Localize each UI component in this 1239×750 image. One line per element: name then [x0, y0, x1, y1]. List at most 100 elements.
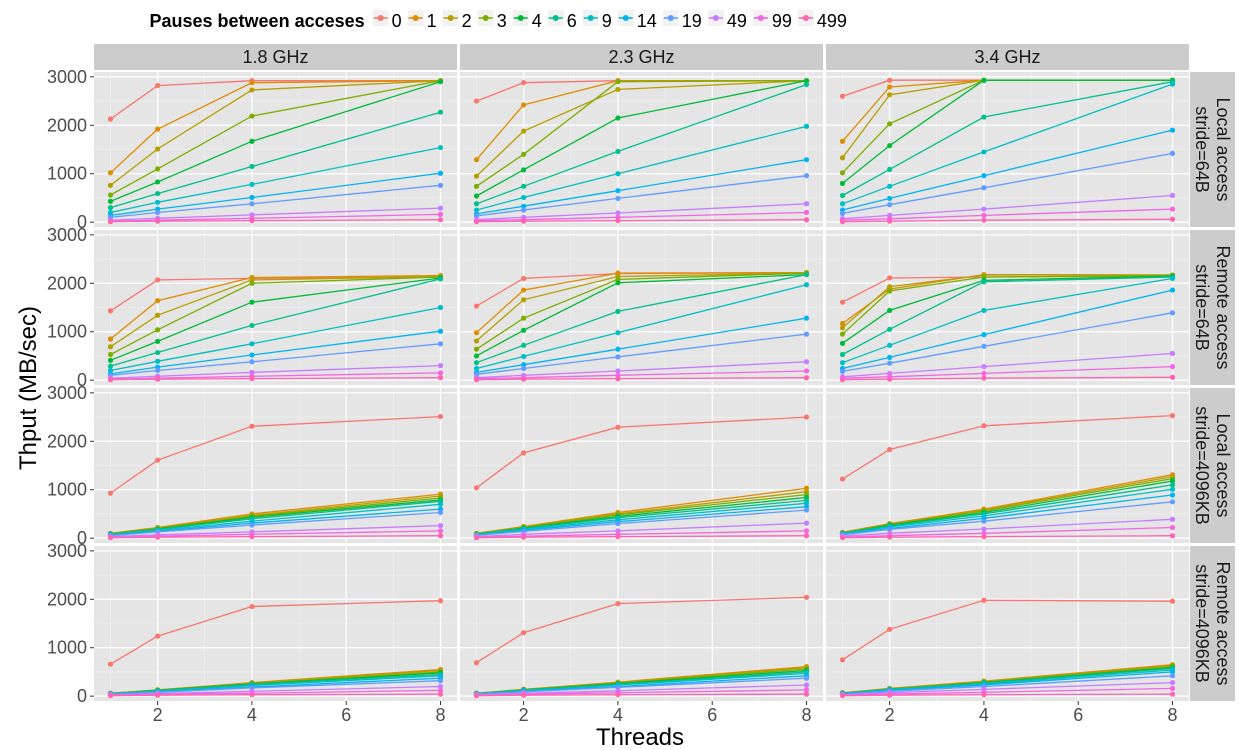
data-point	[981, 332, 987, 338]
data-point	[473, 693, 480, 699]
series-line	[110, 277, 441, 361]
data-point	[887, 326, 893, 332]
data-point	[249, 322, 255, 329]
data-point	[155, 298, 161, 304]
data-point	[155, 534, 161, 540]
data-point	[473, 193, 480, 199]
data-point	[887, 121, 893, 127]
row-strip-label: stride=4096KB	[1192, 406, 1212, 525]
x-tick-label: 8	[801, 705, 811, 725]
data-point	[107, 693, 114, 699]
data-point	[1169, 206, 1176, 212]
data-point	[107, 205, 114, 211]
data-point	[437, 678, 444, 684]
data-point	[473, 303, 480, 309]
data-point	[521, 287, 527, 293]
data-point	[437, 370, 444, 376]
data-point	[615, 330, 621, 336]
data-point	[473, 201, 480, 207]
data-point	[803, 528, 810, 534]
series-line	[110, 207, 441, 221]
legend-entry-14: 14	[617, 10, 657, 31]
series-line	[842, 129, 1173, 211]
series-line	[476, 83, 807, 205]
data-point	[473, 183, 480, 189]
data-point	[521, 315, 527, 321]
y-tick-label: 1000	[47, 322, 87, 342]
series-line	[110, 80, 441, 186]
x-tick-label: 4	[247, 705, 257, 725]
series-line	[476, 273, 807, 364]
data-point	[981, 423, 987, 429]
series-line	[842, 526, 1173, 538]
data-point	[981, 307, 987, 314]
series-line	[110, 146, 441, 214]
data-point	[839, 320, 846, 327]
data-point	[107, 357, 114, 363]
data-point	[249, 218, 255, 224]
data-point	[803, 691, 810, 697]
panel-r1-c1	[94, 72, 457, 227]
data-point	[521, 692, 527, 698]
legend-title: Pauses between acceses	[150, 11, 365, 31]
data-point	[803, 414, 810, 420]
series-499	[107, 533, 444, 541]
data-point	[521, 450, 527, 456]
data-point	[615, 148, 621, 155]
data-point	[981, 692, 987, 698]
series-line	[110, 278, 441, 367]
data-point	[887, 526, 893, 533]
y-tick-label: 0	[77, 212, 87, 232]
x-tick-label: 8	[1167, 705, 1177, 725]
row-strip-label: stride=4096KB	[1192, 564, 1212, 683]
series-14	[839, 127, 1176, 213]
data-point	[839, 351, 846, 358]
data-point	[803, 368, 810, 374]
legend-entry-4: 4	[512, 10, 542, 31]
series-line	[842, 488, 1173, 535]
series-line	[476, 333, 807, 375]
data-point	[249, 280, 255, 286]
series-line	[842, 352, 1173, 378]
data-point	[803, 359, 810, 365]
legend-key-point-4	[517, 15, 524, 21]
data-point	[107, 219, 114, 225]
data-point	[1169, 691, 1176, 697]
series-499	[107, 375, 444, 383]
data-point	[473, 330, 480, 336]
data-point	[839, 170, 846, 176]
series-line	[476, 535, 807, 539]
data-point	[155, 457, 161, 463]
data-point	[1169, 363, 1176, 370]
data-point	[437, 182, 444, 188]
series-9	[839, 275, 1176, 366]
data-point	[839, 368, 846, 375]
legend-entry-1: 1	[407, 10, 437, 31]
data-point	[521, 275, 527, 282]
y-tick-label: 0	[77, 370, 87, 390]
data-point	[437, 276, 444, 282]
data-point	[249, 181, 255, 187]
data-point	[107, 344, 114, 350]
data-point	[521, 102, 527, 108]
data-point	[521, 194, 527, 201]
panel-r3-c1	[94, 388, 457, 543]
series-line	[476, 80, 807, 197]
data-point	[803, 173, 810, 179]
data-point	[887, 218, 893, 224]
data-point	[1169, 685, 1176, 692]
data-point	[887, 692, 893, 698]
data-point	[155, 376, 161, 382]
legend-key-point-6	[552, 15, 559, 21]
data-point	[803, 507, 810, 513]
data-point	[981, 518, 987, 524]
series-line	[476, 689, 807, 696]
data-point	[521, 297, 527, 303]
data-point	[615, 376, 621, 382]
series-19	[473, 331, 810, 377]
data-point	[107, 490, 114, 496]
data-point	[803, 123, 810, 129]
legend-entry-2: 2	[442, 10, 472, 31]
